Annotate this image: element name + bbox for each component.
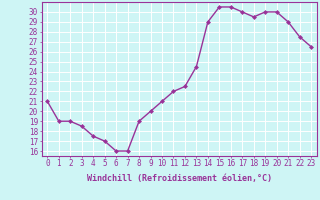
X-axis label: Windchill (Refroidissement éolien,°C): Windchill (Refroidissement éolien,°C): [87, 174, 272, 183]
